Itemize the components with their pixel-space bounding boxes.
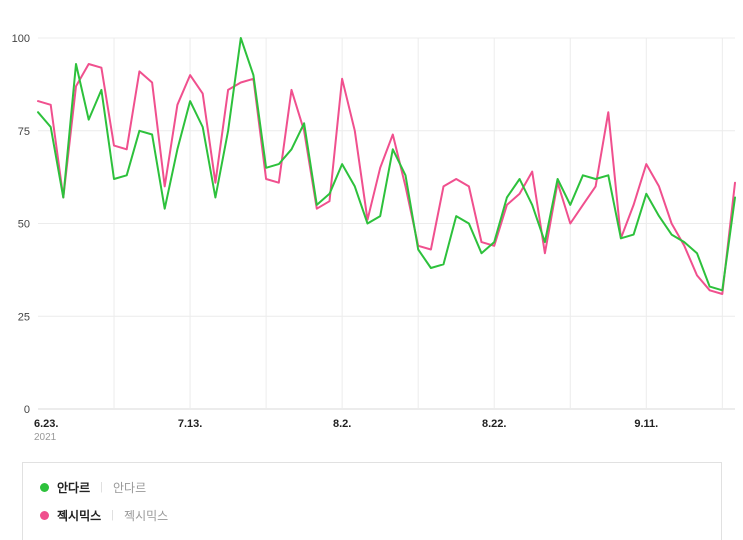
legend-item-label: 안다르 [57,480,91,495]
legend-item-xexymix[interactable]: 젝시믹스 | 젝시믹스 [23,501,721,529]
line-chart: 0 25 50 75 100 6.23. 2021 7.13. 8.2. 8.22. 9.11. [12,33,736,443]
svg-text:100: 100 [12,33,30,45]
legend-item-andar[interactable]: 안다르 | 안다르 [23,473,721,501]
svg-text:8.22.: 8.22. [482,418,506,430]
series-green-dot-icon [40,482,49,492]
svg-text:6.23.: 6.23. [34,418,58,430]
svg-text:8.2.: 8.2. [333,418,351,430]
legend-divider: | [100,481,103,493]
svg-text:25: 25 [18,311,30,323]
legend-item-label: 젝시믹스 [57,508,102,523]
legend-divider: | [111,509,115,521]
legend: 안다르 | 안다르 젝시믹스 | 젝시믹스 [22,462,722,540]
svg-text:7.13.: 7.13. [178,418,202,430]
legend-item-sublabel: 젝시믹스 [124,508,169,523]
series-pink-dot-icon [40,510,49,520]
svg-text:9.11.: 9.11. [634,418,658,430]
svg-text:75: 75 [18,126,30,138]
svg-text:50: 50 [18,219,30,231]
legend-item-sublabel: 안다르 [112,480,147,495]
svg-text:2021: 2021 [34,432,57,443]
line-chart-canvas: 0 25 50 75 100 6.23. 2021 7.13. 8.2. 8.22. 9.11. [12,33,736,443]
svg-text:0: 0 [24,404,30,416]
